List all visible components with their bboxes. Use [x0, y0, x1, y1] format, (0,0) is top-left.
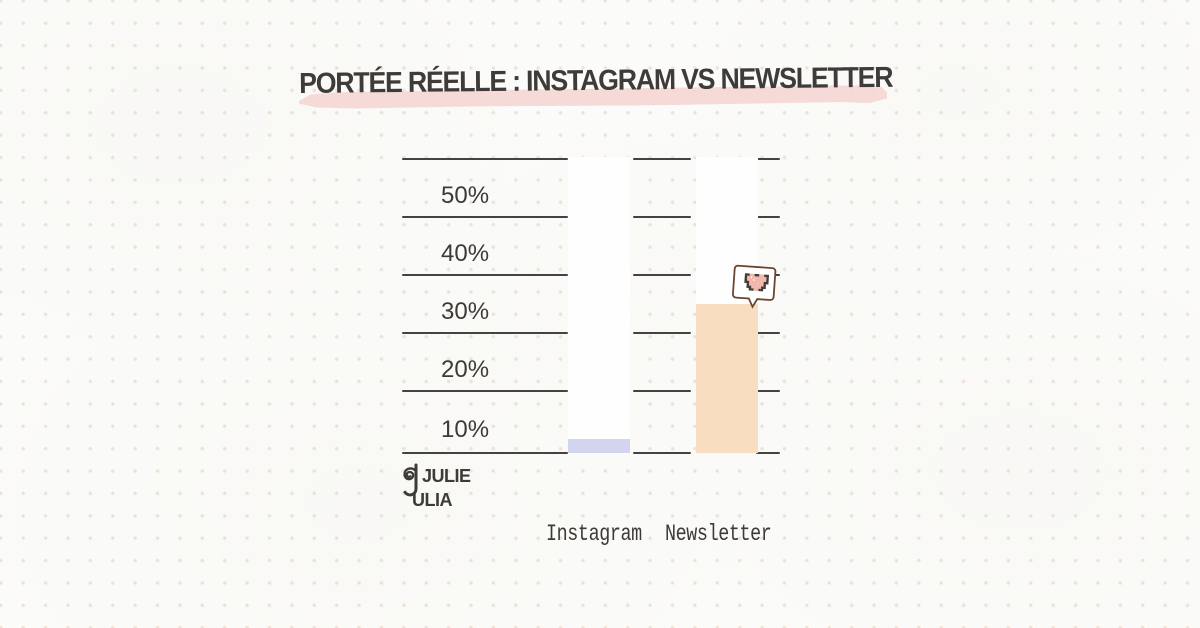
svg-text:ULIA: ULIA	[412, 490, 452, 509]
svg-text:JULIE: JULIE	[422, 466, 471, 486]
